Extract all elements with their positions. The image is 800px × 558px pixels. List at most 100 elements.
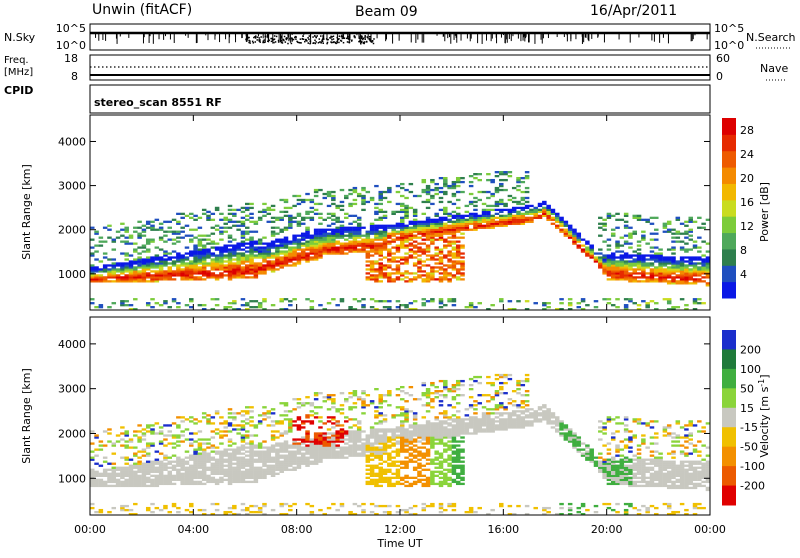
power-cell xyxy=(460,181,465,183)
freq-label-line2: [MHz] xyxy=(4,67,33,78)
power-cell xyxy=(546,306,551,308)
velocity-cell xyxy=(340,440,345,442)
velocity-cell xyxy=(430,477,435,479)
power-cell xyxy=(215,248,220,250)
velocity-cell xyxy=(417,475,422,477)
velocity-cell xyxy=(357,398,362,400)
power-cell xyxy=(439,266,444,268)
power-cell xyxy=(249,258,254,260)
power-cell xyxy=(542,207,547,209)
power-cell xyxy=(641,270,646,272)
power-cell xyxy=(150,260,155,262)
power-cell xyxy=(633,302,638,304)
power-cell xyxy=(667,298,672,300)
velocity-cell xyxy=(378,457,383,459)
power-cell xyxy=(611,266,616,268)
velocity-cell xyxy=(150,511,155,513)
power-cell xyxy=(163,278,168,280)
velocity-cell xyxy=(335,450,340,452)
velocity-cell xyxy=(335,457,340,459)
velocity-cell xyxy=(236,475,241,477)
velocity-cell xyxy=(163,475,168,477)
power-cell xyxy=(641,260,646,262)
power-cell xyxy=(602,268,607,270)
velocity-cell xyxy=(223,479,228,481)
velocity-cell xyxy=(241,426,246,428)
power-cell xyxy=(331,229,336,231)
velocity-cell xyxy=(288,463,293,465)
velocity-cell xyxy=(310,422,315,424)
power-cell xyxy=(215,256,220,258)
power-cell xyxy=(499,223,504,225)
power-cell xyxy=(262,270,267,272)
power-cell xyxy=(667,282,672,284)
velocity-cell xyxy=(275,461,280,463)
power-cell xyxy=(357,250,362,252)
power-cell xyxy=(697,274,702,276)
power-cell xyxy=(607,302,612,304)
power-cell xyxy=(331,243,336,245)
power-cell xyxy=(137,221,142,223)
power-cell xyxy=(684,278,689,280)
power-cell xyxy=(288,243,293,245)
power-cell xyxy=(254,268,259,270)
velocity-cell xyxy=(361,412,366,414)
power-cell xyxy=(447,272,452,274)
power-cell xyxy=(99,241,104,243)
power-cell xyxy=(348,229,353,231)
velocity-cell xyxy=(185,481,190,483)
power-cell xyxy=(697,250,702,252)
velocity-cell xyxy=(383,400,388,402)
power-cell xyxy=(486,215,491,217)
power-cell xyxy=(469,217,474,219)
power-cell xyxy=(663,276,668,278)
velocity-cell xyxy=(249,505,254,507)
power-cell xyxy=(279,256,284,258)
nsky-dot xyxy=(247,38,249,40)
power-cell xyxy=(94,231,99,233)
power-cell xyxy=(327,229,332,231)
power-cell xyxy=(335,237,340,239)
power-cell xyxy=(241,272,246,274)
velocity-cell xyxy=(232,507,237,509)
power-cell xyxy=(301,237,306,239)
velocity-cell xyxy=(378,394,383,396)
power-cell xyxy=(305,241,310,243)
power-cell xyxy=(503,221,508,223)
power-cell xyxy=(163,302,168,304)
power-cell xyxy=(628,278,633,280)
velocity-cell xyxy=(374,479,379,481)
power-cell xyxy=(628,237,633,239)
power-cell xyxy=(254,243,259,245)
power-cell xyxy=(228,260,233,262)
power-cell xyxy=(495,187,500,189)
power-cell xyxy=(564,229,569,231)
velocity-cell xyxy=(172,465,177,467)
velocity-cell xyxy=(335,453,340,455)
power-cell xyxy=(271,231,276,233)
velocity-cell xyxy=(404,481,409,483)
power-cell xyxy=(391,229,396,231)
velocity-cell xyxy=(133,467,138,469)
velocity-cell xyxy=(439,477,444,479)
power-cell xyxy=(305,193,310,195)
power-cell xyxy=(168,306,173,308)
power-cell xyxy=(236,268,241,270)
power-cell xyxy=(159,278,164,280)
power-cell xyxy=(602,223,607,225)
velocity-cell xyxy=(137,469,142,471)
velocity-cell xyxy=(258,473,263,475)
velocity-cell xyxy=(353,448,358,450)
velocity-cell xyxy=(163,481,168,483)
velocity-cell xyxy=(129,465,134,467)
velocity-cell xyxy=(176,511,181,513)
power-cell xyxy=(551,223,556,225)
power-cell xyxy=(434,246,439,248)
power-cell xyxy=(202,209,207,211)
power-cell xyxy=(529,205,534,207)
power-cell xyxy=(361,235,366,237)
velocity-cell xyxy=(443,434,448,436)
power-cell xyxy=(422,227,427,229)
power-cell xyxy=(620,272,625,274)
power-cell xyxy=(529,209,534,211)
